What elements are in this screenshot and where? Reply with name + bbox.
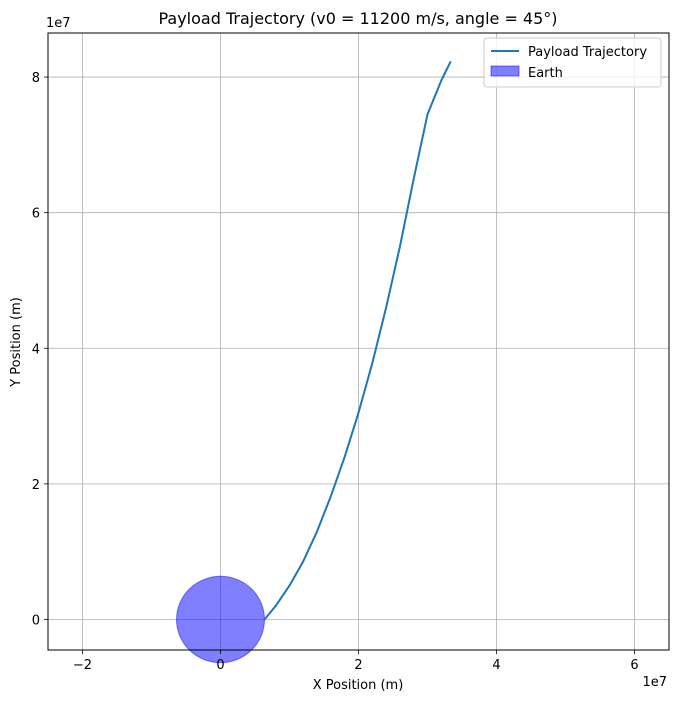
- x-axis-label: X Position (m): [313, 678, 404, 693]
- trajectory-line: [263, 60, 452, 621]
- y-tick-label: 8: [32, 71, 40, 86]
- x-tick-label: 4: [492, 658, 500, 673]
- chart-title: Payload Trajectory (v0 = 11200 m/s, angl…: [158, 9, 557, 28]
- y-axis-label: Y Position (m): [9, 297, 24, 388]
- x-tick-label: 2: [354, 658, 362, 673]
- legend-box: [483, 37, 662, 88]
- y-axis: 0 2 4 6 8: [32, 71, 48, 628]
- x-tick-label: 6: [630, 658, 638, 673]
- x-tick-label: −2: [73, 658, 92, 673]
- y-tick-label: 0: [32, 613, 40, 628]
- x-axis: −2 0 2 4 6: [73, 650, 639, 673]
- legend-patch-marker: [490, 65, 520, 77]
- y-tick-label: 2: [32, 478, 40, 493]
- legend: Payload Trajectory Earth: [483, 37, 662, 88]
- y-offset-label: 1e7: [46, 16, 71, 31]
- y-tick-label: 4: [32, 342, 40, 357]
- x-tick-label: 0: [216, 658, 224, 673]
- legend-label-earth: Earth: [528, 66, 563, 81]
- legend-label-trajectory: Payload Trajectory: [528, 45, 647, 60]
- grid: [48, 33, 669, 650]
- series-layer: [263, 60, 452, 621]
- x-offset-label: 1e7: [642, 675, 667, 690]
- y-tick-label: 6: [32, 207, 40, 222]
